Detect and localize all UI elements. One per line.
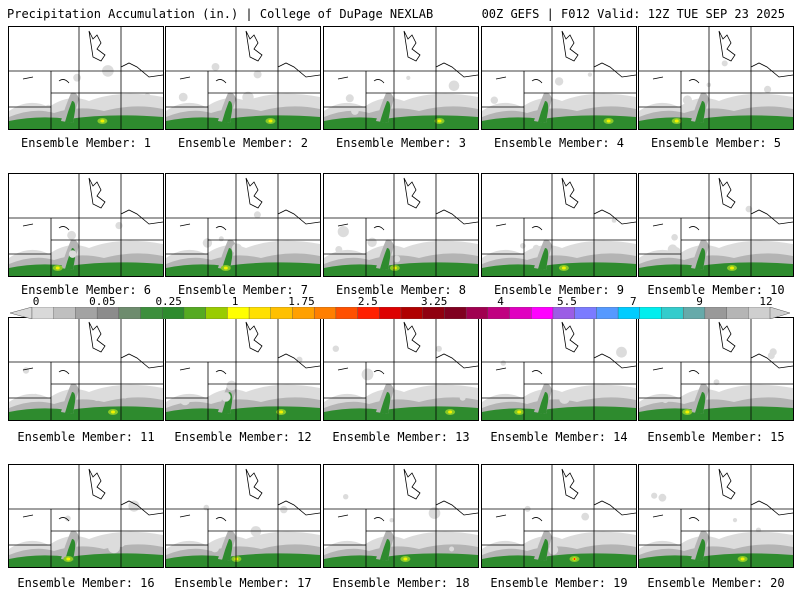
colorbar-tick-label: 0.05 <box>89 295 116 308</box>
member-label: Ensemble Member: 13 <box>332 430 470 444</box>
member-map-panel <box>481 173 637 277</box>
member-map-panel <box>481 26 637 130</box>
member-label: Ensemble Member: 18 <box>332 576 470 590</box>
member-label: Ensemble Member: 14 <box>490 430 628 444</box>
member-label: Ensemble Member: 11 <box>17 430 155 444</box>
member-map-panel <box>165 464 321 568</box>
member-label: Ensemble Member: 17 <box>174 576 312 590</box>
member-label: Ensemble Member: 2 <box>177 136 309 150</box>
member-map-panel <box>8 464 164 568</box>
colorbar-tick-label: 4 <box>497 295 504 308</box>
colorbar-scale <box>9 307 791 319</box>
member-map-panel <box>323 26 479 130</box>
member-label: Ensemble Member: 16 <box>17 576 155 590</box>
member-map-panel <box>323 464 479 568</box>
member-map-panel <box>481 464 637 568</box>
member-map-panel <box>165 26 321 130</box>
member-label: Ensemble Member: 4 <box>493 136 625 150</box>
member-label: Ensemble Member: 8 <box>335 283 467 297</box>
member-label: Ensemble Member: 20 <box>647 576 785 590</box>
colorbar-tick-label: 3.25 <box>420 295 448 308</box>
colorbar-tick-label: 1 <box>231 295 239 308</box>
precip-colorbar: 0 0.05 0.25 1 1.75 2.5 3.25 4 5.5 7 9 12 <box>0 296 800 320</box>
member-label: Ensemble Member: 1 <box>20 136 152 150</box>
member-map-panel <box>8 173 164 277</box>
member-map-panel <box>638 317 794 421</box>
colorbar-tick-label: 1.75 <box>288 295 315 308</box>
member-map-panel <box>638 173 794 277</box>
member-map-panel <box>638 464 794 568</box>
colorbar-tick-label: 12 <box>759 295 773 308</box>
colorbar-tick-label: 0.25 <box>155 295 182 308</box>
member-label: Ensemble Member: 3 <box>335 136 467 150</box>
member-map-panel <box>481 317 637 421</box>
colorbar-tick-label: 9 <box>696 295 703 308</box>
member-label: Ensemble Member: 9 <box>493 283 625 297</box>
member-label: Ensemble Member: 7 <box>177 283 309 297</box>
member-map-panel <box>165 317 321 421</box>
member-map-panel <box>8 26 164 130</box>
colorbar-tick-label: 2.5 <box>357 295 378 308</box>
member-label: Ensemble Member: 5 <box>650 136 782 150</box>
colorbar-tick-label: 7 <box>629 295 637 308</box>
colorbar-tick-label: 5.5 <box>556 295 577 308</box>
member-label: Ensemble Member: 6 <box>20 283 152 297</box>
member-map-panel <box>638 26 794 130</box>
member-map-panel <box>323 173 479 277</box>
member-map-panel <box>323 317 479 421</box>
member-label: Ensemble Member: 12 <box>174 430 312 444</box>
colorbar-tick-label: 0 <box>32 295 40 308</box>
member-label: Ensemble Member: 15 <box>647 430 785 444</box>
model-run-valid-time: 00Z GEFS | F012 Valid: 12Z TUE SEP 23 20… <box>481 7 785 21</box>
member-map-panel <box>8 317 164 421</box>
member-label: Ensemble Member: 10 <box>647 283 785 297</box>
map-title: Precipitation Accumulation (in.) | Colle… <box>7 7 434 21</box>
member-label: Ensemble Member: 19 <box>490 576 628 590</box>
member-map-panel <box>165 173 321 277</box>
